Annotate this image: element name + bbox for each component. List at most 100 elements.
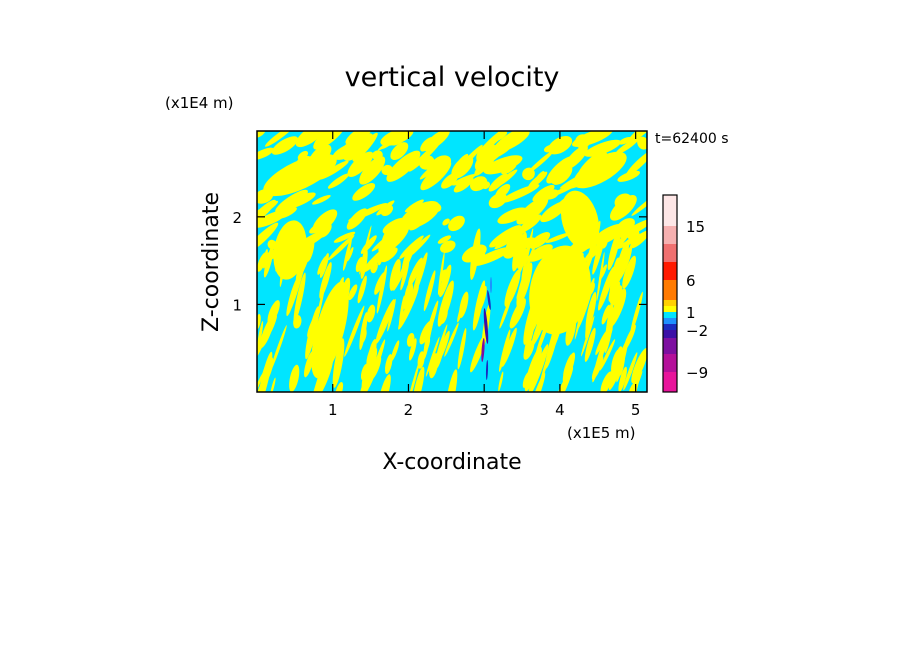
velocity-cell bbox=[600, 371, 613, 392]
colorbar-box bbox=[663, 300, 677, 306]
velocity-cell bbox=[617, 246, 633, 281]
velocity-cell bbox=[560, 190, 600, 250]
velocity-cell bbox=[585, 291, 597, 331]
velocity-cell bbox=[444, 369, 458, 392]
velocity-cell bbox=[405, 359, 421, 392]
velocity-cell bbox=[618, 366, 627, 392]
plot-frame bbox=[256, 130, 648, 393]
velocity-cell bbox=[481, 181, 491, 190]
velocity-cell bbox=[453, 176, 474, 193]
colorbar-tick-label: 6 bbox=[686, 272, 696, 290]
velocity-cell bbox=[601, 304, 611, 325]
velocity-cell bbox=[599, 339, 616, 371]
velocity-cell bbox=[457, 328, 467, 370]
velocity-cell bbox=[472, 247, 511, 266]
velocity-cell bbox=[257, 222, 279, 253]
colorbar-tick-label: 15 bbox=[686, 218, 705, 236]
velocity-cell bbox=[436, 330, 450, 364]
velocity-cell bbox=[609, 195, 637, 221]
velocity-cell bbox=[406, 333, 415, 347]
velocity-cell bbox=[583, 238, 608, 263]
velocity-cell bbox=[562, 352, 576, 384]
velocity-cell bbox=[417, 351, 425, 369]
velocity-cell bbox=[455, 153, 469, 168]
velocity-cell bbox=[539, 340, 554, 385]
velocity-cell bbox=[341, 141, 359, 158]
colorbar-tick-label: −9 bbox=[686, 364, 708, 382]
velocity-core bbox=[481, 338, 485, 362]
velocity-cell bbox=[305, 306, 320, 360]
velocity-cell bbox=[332, 338, 345, 388]
velocity-cell bbox=[384, 354, 393, 375]
velocity-cell bbox=[398, 295, 405, 330]
velocity-cell bbox=[362, 244, 392, 273]
x-axis-label: X-coordinate bbox=[382, 450, 521, 475]
velocity-cell bbox=[516, 197, 549, 225]
velocity-cell bbox=[497, 207, 528, 224]
velocity-cell bbox=[478, 285, 487, 311]
velocity-cell bbox=[573, 151, 627, 189]
velocity-cell bbox=[595, 330, 608, 356]
velocity-cell bbox=[532, 184, 555, 202]
velocity-cell bbox=[623, 352, 638, 391]
velocity-cell bbox=[483, 155, 523, 175]
x-tick-label: 4 bbox=[555, 401, 565, 419]
velocity-cell bbox=[499, 329, 511, 372]
colorbar-tick-label: 1 bbox=[686, 304, 696, 322]
colorbar-box bbox=[663, 280, 677, 300]
velocity-field bbox=[257, 131, 647, 392]
velocity-cell bbox=[271, 136, 299, 155]
y-axis-label: Z-coordinate bbox=[199, 192, 224, 332]
velocity-cell bbox=[548, 136, 573, 155]
velocity-cell bbox=[380, 204, 394, 217]
velocity-cell bbox=[616, 226, 628, 239]
velocity-cell bbox=[499, 296, 512, 329]
velocity-cell bbox=[359, 327, 367, 344]
velocity-cell bbox=[344, 305, 365, 357]
velocity-cell bbox=[584, 139, 621, 157]
velocity-cell bbox=[545, 232, 571, 243]
velocity-cell bbox=[390, 142, 409, 161]
velocity-cell bbox=[630, 291, 643, 336]
velocity-cell bbox=[360, 248, 368, 279]
velocity-cell bbox=[503, 245, 517, 259]
velocity-cell bbox=[429, 353, 439, 379]
velocity-cell bbox=[317, 255, 327, 275]
velocity-core bbox=[487, 290, 491, 310]
colorbar-box bbox=[663, 330, 677, 338]
velocity-cell bbox=[257, 199, 276, 225]
velocity-cell bbox=[488, 173, 508, 192]
velocity-cell bbox=[360, 363, 369, 381]
velocity-cell bbox=[444, 322, 459, 357]
velocity-cell bbox=[423, 310, 435, 355]
velocity-cell bbox=[519, 214, 542, 233]
velocity-cell bbox=[403, 281, 414, 312]
plot-area bbox=[256, 130, 648, 393]
colorbar: 15 6 1−2 −9 bbox=[662, 194, 708, 393]
velocity-cell bbox=[637, 136, 647, 150]
velocity-cell bbox=[625, 171, 633, 178]
velocity-cell bbox=[257, 131, 266, 138]
velocity-cell bbox=[543, 144, 556, 153]
velocity-cell bbox=[387, 298, 396, 332]
velocity-cell bbox=[257, 381, 267, 392]
velocity-cell bbox=[408, 338, 417, 361]
colorbar-box bbox=[663, 306, 677, 312]
colorbar-frame bbox=[662, 194, 678, 393]
velocity-cell bbox=[381, 132, 403, 149]
y-axis-unit: (x1E4 m) bbox=[165, 94, 234, 112]
velocity-cell bbox=[519, 248, 528, 267]
colorbar-box bbox=[663, 262, 677, 280]
velocity-cell bbox=[328, 234, 355, 261]
velocity-cell bbox=[528, 372, 546, 392]
velocity-cell bbox=[380, 247, 398, 263]
velocity-cell bbox=[265, 131, 295, 147]
velocity-cell bbox=[591, 223, 624, 245]
velocity-cell bbox=[400, 201, 440, 229]
velocity-cell bbox=[564, 145, 588, 170]
velocity-cell bbox=[631, 193, 647, 216]
velocity-cell bbox=[352, 132, 378, 162]
velocity-cell bbox=[611, 275, 616, 291]
velocity-cell bbox=[527, 244, 553, 262]
